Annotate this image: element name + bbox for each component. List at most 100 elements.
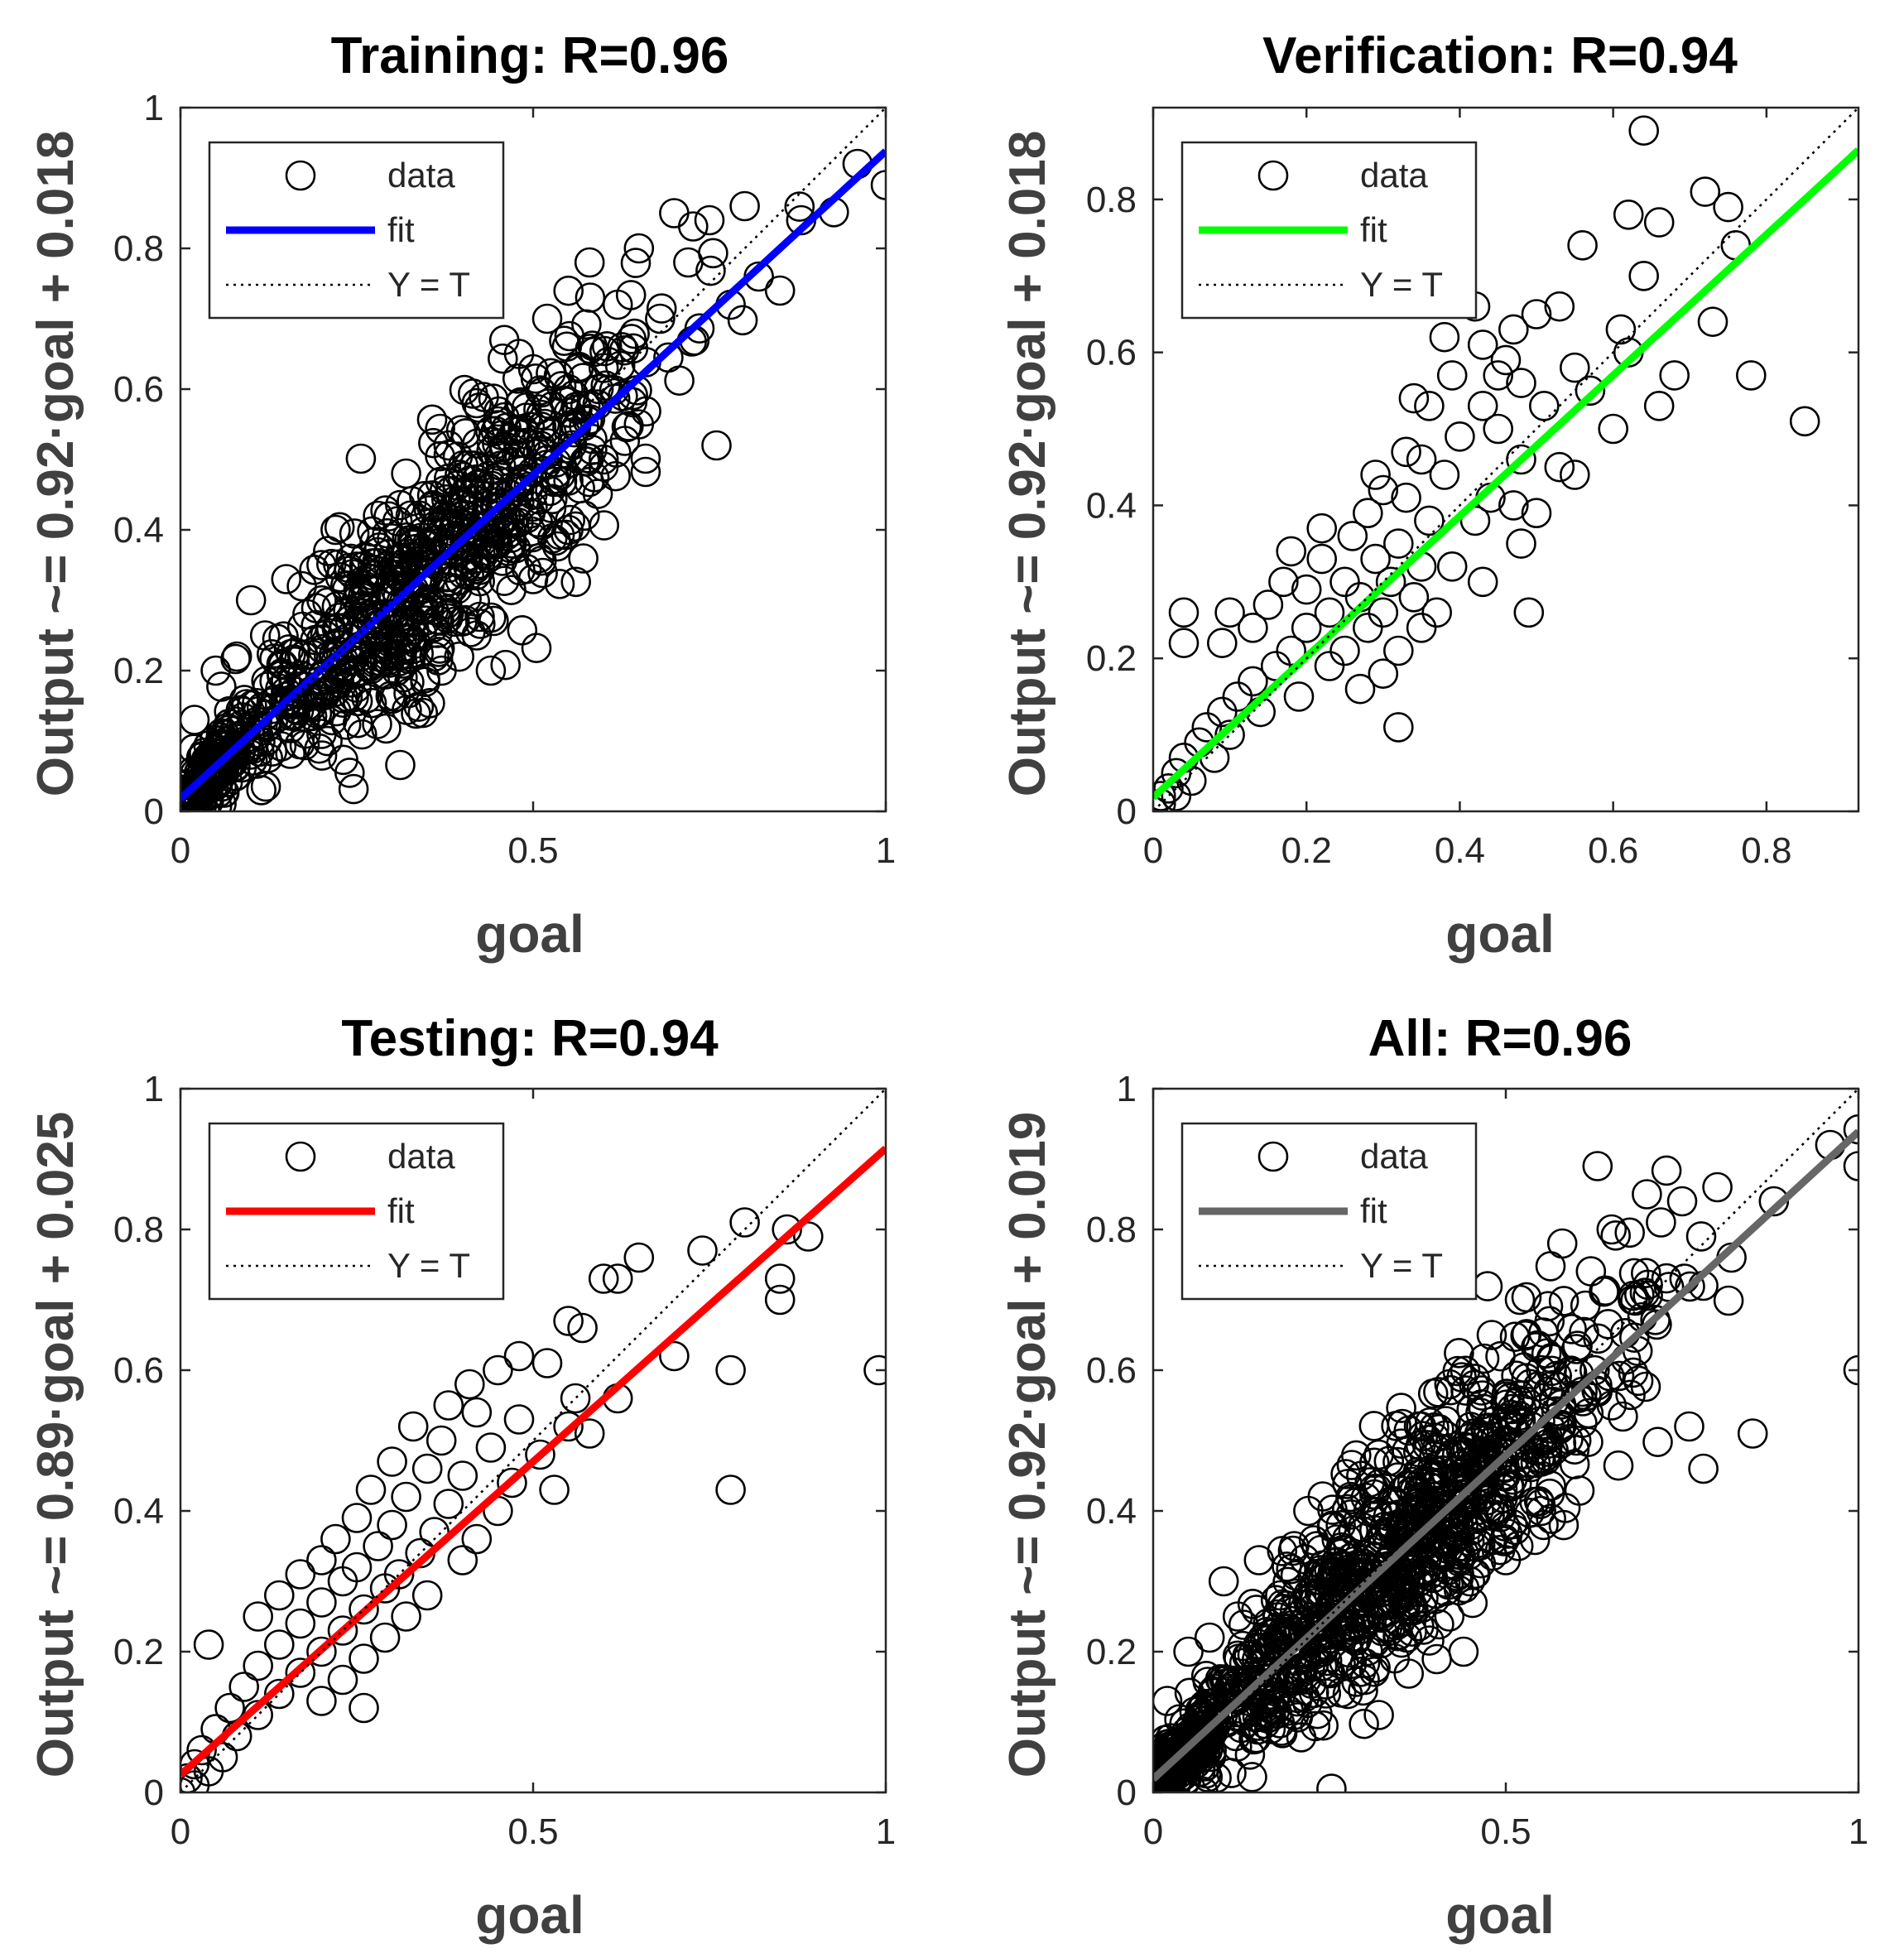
- data-point: [715, 1354, 746, 1386]
- data-point: [1685, 1221, 1717, 1252]
- data-point: [1219, 1665, 1250, 1696]
- data-point: [1391, 436, 1421, 468]
- data-point: [478, 605, 509, 637]
- data-point: [1533, 1376, 1564, 1407]
- data-point: [1697, 306, 1729, 338]
- data-point: [447, 606, 478, 637]
- data-point: [1483, 360, 1513, 391]
- data-point: [1444, 1546, 1475, 1577]
- data-point: [526, 509, 558, 541]
- data-point: [729, 1207, 760, 1238]
- data-point: [1615, 1379, 1646, 1411]
- data-point: [1598, 413, 1628, 445]
- data-point: [397, 486, 427, 517]
- data-point: [312, 725, 343, 757]
- data-point: [623, 233, 655, 264]
- data-point: [377, 1446, 407, 1477]
- data-point: [1306, 512, 1337, 544]
- data-point: [630, 443, 661, 474]
- data-point: [1483, 413, 1513, 445]
- data-point: [1472, 1271, 1503, 1301]
- data-point: [498, 507, 528, 538]
- data-point: [1674, 1411, 1704, 1442]
- data-point: [244, 736, 275, 767]
- data-point: [1651, 1155, 1682, 1186]
- data-point: [1336, 1450, 1368, 1480]
- data-point: [1316, 1623, 1347, 1654]
- data-point: [328, 744, 358, 776]
- data-point: [553, 275, 584, 306]
- data-point: [1424, 1609, 1454, 1640]
- data-point: [286, 570, 317, 602]
- data-point: [447, 1545, 478, 1576]
- data-point: [387, 623, 417, 654]
- data-point: [349, 1692, 379, 1724]
- data-point: [1560, 459, 1590, 490]
- legend: data fit Y = T: [208, 1122, 505, 1301]
- data-point: [1494, 1383, 1525, 1414]
- data-point: [186, 1734, 217, 1766]
- data-point: [306, 1545, 337, 1576]
- data-point: [447, 1460, 478, 1491]
- data-point: [515, 498, 546, 529]
- data-point: [607, 332, 637, 363]
- data-point: [1455, 1412, 1486, 1442]
- data-point: [1688, 1453, 1719, 1484]
- fit-line: [1153, 147, 1858, 801]
- data-point: [1332, 1494, 1363, 1525]
- x-axis-label: goal: [1445, 904, 1555, 964]
- data-point: [1314, 651, 1345, 681]
- data-point: [1221, 1667, 1253, 1698]
- data-point: [1244, 1690, 1276, 1721]
- data-point: [1168, 628, 1200, 659]
- x-tick-label: 1: [1849, 1811, 1868, 1852]
- data-point: [461, 464, 493, 495]
- data-point: [285, 1559, 316, 1590]
- data-point: [1459, 1427, 1490, 1458]
- data-point: [285, 1608, 316, 1639]
- data-point: [1536, 1343, 1567, 1373]
- data-point: [306, 740, 338, 771]
- data-point: [1382, 1585, 1414, 1616]
- data-point: [1521, 299, 1552, 330]
- plot-area: 0 0.5 1 0 0.2 0.4 0.6 0.8 1 data fit Y = T: [113, 1069, 896, 1852]
- data-point: [1436, 551, 1468, 582]
- data-point: [1398, 581, 1430, 613]
- data-point: [485, 492, 516, 522]
- data-point: [329, 613, 360, 643]
- legend-data-marker: [285, 1141, 316, 1172]
- data-point: [1253, 589, 1284, 620]
- data-point: [1628, 260, 1659, 291]
- plot-area: 0 0.2 0.4 0.6 0.8 0 0.2 0.4 0.6 0.8 data fit Y = T: [1086, 106, 1860, 871]
- data-point: [553, 1306, 584, 1336]
- data-point: [306, 1686, 337, 1716]
- data-point: [404, 500, 435, 532]
- data-point: [425, 440, 455, 472]
- y-axis-label: Output ~= 0.92·goal + 0.019: [999, 1112, 1056, 1778]
- data-point: [1349, 1708, 1379, 1739]
- data-point: [1314, 1580, 1345, 1610]
- data-point: [1544, 291, 1575, 322]
- data-point: [1330, 1459, 1361, 1489]
- data-point: [1491, 1381, 1522, 1412]
- data-point: [524, 542, 555, 574]
- data-point: [1567, 229, 1598, 261]
- x-tick-label: 0: [1143, 830, 1163, 871]
- identity-line: [1153, 1089, 1858, 1792]
- data-point: [1222, 681, 1253, 712]
- data-point: [517, 564, 549, 594]
- legend-label-fit: fit: [387, 1191, 415, 1230]
- data-point: [574, 1418, 605, 1449]
- data-point: [1222, 1640, 1253, 1672]
- data-point: [1509, 1450, 1541, 1481]
- data-point: [1477, 1524, 1508, 1556]
- data-point: [1298, 1525, 1329, 1556]
- data-point: [1508, 1352, 1539, 1383]
- plot-area: 0 0.5 1 0 0.2 0.4 0.6 0.8 1 data fit Y = T: [1086, 1069, 1868, 1852]
- data-point: [391, 1481, 421, 1513]
- data-point: [526, 399, 556, 431]
- data-point: [1600, 1220, 1631, 1251]
- data-point: [536, 358, 566, 389]
- data-point: [1501, 1360, 1531, 1391]
- data-point: [1532, 1291, 1564, 1321]
